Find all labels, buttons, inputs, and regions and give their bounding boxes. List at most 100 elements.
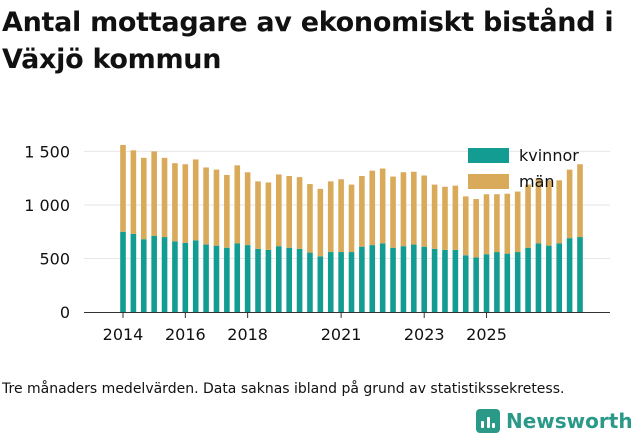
bar-kvinnor bbox=[400, 246, 407, 312]
legend: kvinnor män bbox=[468, 146, 579, 191]
bar-man bbox=[296, 177, 303, 249]
bar-kvinnor bbox=[359, 246, 365, 312]
bar-man bbox=[452, 185, 459, 250]
bar-kvinnor bbox=[140, 239, 147, 312]
bar-man bbox=[161, 157, 168, 238]
bar-kvinnor bbox=[255, 248, 261, 312]
bar-man bbox=[338, 179, 344, 253]
bar-kvinnor bbox=[203, 244, 209, 312]
bar-kvinnor bbox=[172, 241, 178, 312]
bar-man bbox=[577, 164, 583, 238]
bar-kvinnor bbox=[442, 249, 448, 312]
bar-man bbox=[462, 196, 469, 256]
bar-kvinnor bbox=[514, 252, 521, 312]
bar-man bbox=[400, 172, 407, 247]
bar-kvinnor bbox=[244, 245, 251, 312]
bar-man bbox=[140, 157, 147, 240]
bar-man bbox=[494, 194, 500, 253]
bar-man bbox=[431, 184, 438, 249]
bar-man bbox=[317, 188, 324, 257]
bar-kvinnor bbox=[234, 243, 241, 312]
brand[interactable]: Newsworthy bbox=[476, 409, 631, 433]
bar-man bbox=[151, 151, 157, 236]
x-axis: 2014 2016 2018 2021 2023 2025 bbox=[84, 312, 610, 344]
bar-kvinnor bbox=[421, 246, 428, 312]
bar-kvinnor bbox=[525, 247, 531, 312]
bar-kvinnor bbox=[275, 246, 282, 312]
x-tick-label: 2025 bbox=[466, 325, 507, 344]
bar-kvinnor bbox=[379, 243, 386, 312]
y-tick-label: 0 bbox=[60, 303, 70, 322]
brand-name: Newsworthy bbox=[506, 409, 631, 433]
bar-man bbox=[234, 165, 241, 244]
bar-kvinnor bbox=[348, 252, 355, 312]
bar-kvinnor bbox=[120, 231, 126, 312]
bar-man bbox=[275, 174, 282, 247]
bar-kvinnor bbox=[161, 237, 168, 312]
bar-man bbox=[120, 144, 126, 232]
x-tick-label: 2018 bbox=[227, 325, 268, 344]
bar-man bbox=[411, 171, 417, 245]
bar-man bbox=[182, 164, 189, 243]
legend-swatch bbox=[468, 148, 509, 163]
bar-kvinnor bbox=[307, 252, 313, 312]
bar-man bbox=[504, 193, 511, 254]
newsworthy-logo-icon bbox=[476, 409, 500, 433]
bar-man bbox=[255, 181, 261, 249]
bar-man bbox=[348, 184, 355, 253]
bar-kvinnor bbox=[338, 252, 344, 312]
bar-man bbox=[442, 186, 448, 250]
bar-kvinnor bbox=[317, 256, 324, 312]
bar-man bbox=[483, 194, 490, 255]
bar-kvinnor bbox=[224, 247, 230, 312]
bar-kvinnor bbox=[431, 248, 438, 312]
bar-man bbox=[535, 178, 542, 244]
bar-man bbox=[473, 199, 479, 258]
bar-kvinnor bbox=[483, 254, 490, 312]
bar-kvinnor bbox=[213, 245, 220, 312]
bar-kvinnor bbox=[296, 248, 303, 312]
bar-man bbox=[307, 184, 313, 253]
y-tick-label: 1 500 bbox=[24, 142, 70, 161]
footnote: Tre månaders medelvärden. Data saknas ib… bbox=[2, 381, 565, 397]
bar-man bbox=[390, 176, 396, 248]
bar-kvinnor bbox=[151, 235, 157, 312]
bar-kvinnor bbox=[192, 240, 199, 312]
bar-man bbox=[514, 191, 521, 253]
bar-kvinnor bbox=[182, 242, 189, 312]
bar-man bbox=[213, 169, 220, 246]
chart-area: 0 500 1 000 1 500 2014 2016 2018 2021 2023 2025 … bbox=[0, 130, 631, 355]
bar-man bbox=[566, 169, 573, 239]
legend-label: män bbox=[519, 172, 555, 191]
bar-kvinnor bbox=[286, 247, 292, 312]
bar-man bbox=[359, 176, 365, 247]
grid-lines bbox=[84, 150, 610, 259]
bar-man bbox=[224, 174, 230, 248]
bar-kvinnor bbox=[473, 257, 479, 312]
bar-man bbox=[203, 167, 209, 245]
bar-man bbox=[379, 168, 386, 244]
bar-man bbox=[244, 172, 251, 246]
bar-man bbox=[525, 184, 531, 248]
y-tick-label: 500 bbox=[39, 249, 70, 268]
legend-swatch bbox=[468, 174, 509, 189]
bar-kvinnor bbox=[556, 243, 563, 312]
x-tick-label: 2021 bbox=[321, 325, 362, 344]
bar-kvinnor bbox=[452, 249, 459, 312]
bar-kvinnor bbox=[411, 244, 417, 312]
bar-man bbox=[327, 181, 334, 253]
bar-kvinnor bbox=[327, 252, 334, 312]
bar-kvinnor bbox=[390, 247, 396, 312]
bar-kvinnor bbox=[577, 237, 583, 312]
bar-kvinnor bbox=[504, 253, 511, 312]
bar-kvinnor bbox=[535, 243, 542, 312]
legend-label: kvinnor bbox=[519, 146, 579, 165]
x-tick-label: 2016 bbox=[165, 325, 206, 344]
bar-kvinnor bbox=[369, 245, 376, 312]
x-tick-label: 2023 bbox=[404, 325, 445, 344]
y-axis: 0 500 1 000 1 500 bbox=[24, 142, 70, 322]
bar-man bbox=[546, 180, 552, 246]
bar-kvinnor bbox=[494, 252, 500, 312]
bar-man bbox=[192, 159, 199, 241]
